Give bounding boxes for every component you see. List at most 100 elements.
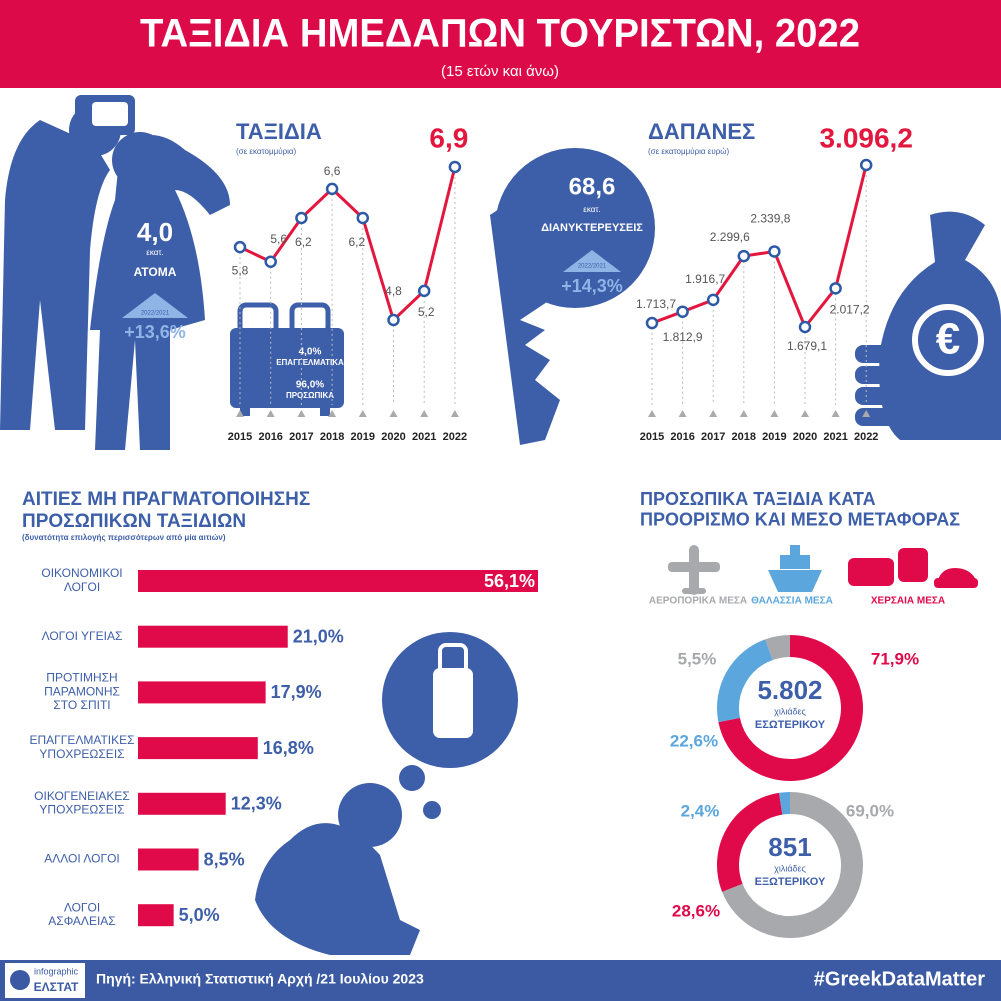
bar-category: ΛΟΓΟΙ ΑΣΦΑΛΕΙΑΣ — [48, 900, 115, 928]
donut-segment — [779, 792, 791, 815]
money-bag-icon-part — [855, 387, 910, 405]
tick-triangle — [297, 410, 306, 417]
bar — [138, 570, 538, 592]
tick-triangle — [358, 410, 367, 417]
money-bag-icon — [855, 211, 1001, 440]
x-tick-label: 2020 — [381, 431, 405, 443]
text-line: ΛΟΓΟΙ — [64, 900, 100, 914]
donut-value-label: 69,0% — [846, 801, 894, 820]
value-label: 4,8 — [385, 284, 402, 298]
land-icon-part — [934, 578, 978, 588]
euro-ring — [912, 304, 984, 376]
subtitle: (15 ετών και άνω) — [441, 63, 559, 80]
donut-segment — [765, 635, 791, 661]
point — [325, 182, 339, 196]
value-label: 2.299,6 — [710, 230, 750, 244]
plane-icon-part — [682, 588, 706, 594]
suitcase-icon-part — [230, 328, 290, 408]
ship-icon-part — [768, 570, 822, 592]
text-line: ΣΤΟ ΣΠΙΤΙ — [53, 698, 110, 712]
bar-value-label: 12,3% — [231, 794, 282, 814]
donut-value-label: 2,4% — [681, 801, 720, 820]
transport-title: ΠΡΟΣΩΠΙΚΑ ΤΑΞΙΔΙΑ ΚΑΤΑ ΠΡΟΟΡΙΣΜΟ ΚΑΙ ΜΕΣΟ… — [640, 489, 960, 530]
x-tick-label: 2017 — [701, 431, 725, 443]
bar-value-label: 17,9% — [271, 682, 322, 702]
donut-segment — [722, 792, 863, 938]
x-tick-label: 2017 — [289, 431, 313, 443]
nights-label: ΔΙΑΝΥΚΤΕΡΕΥΣΕΙΣ — [541, 222, 643, 234]
ship-icon-part — [780, 555, 810, 569]
reasons-subtitle: (δυνατότητα επιλογής περισσότερων από μί… — [22, 533, 226, 542]
sad-person-icon-part — [255, 823, 420, 955]
nights-value: 68,6 — [569, 173, 616, 200]
suitcase-icon-part — [289, 302, 331, 336]
bubble-suitcase-handle — [438, 643, 468, 675]
point — [417, 284, 431, 298]
title: ΤΑΞΙΔΙΑ ΗΜΕΔΑΠΩΝ ΤΟΥΡΙΣΤΩΝ, 2022 — [140, 12, 860, 56]
camera-screen — [92, 102, 128, 126]
bar-category: ΠΡΟΤΙΜΗΣΗ ΠΑΡΑΜΟΝΗΣ ΣΤΟ ΣΠΙΤΙ — [44, 671, 120, 713]
donut-segment — [718, 635, 863, 781]
value-label-highlight: 6,9 — [429, 122, 468, 153]
bar — [138, 625, 288, 648]
bar — [138, 904, 174, 927]
donut-center-value: 851 — [768, 832, 811, 862]
nights-period: 2022/2021 — [578, 264, 607, 270]
point — [356, 211, 370, 225]
personal-value: 96,0% — [296, 380, 324, 391]
sad-person-icon — [255, 783, 420, 955]
donut-segment — [717, 639, 774, 723]
point — [829, 282, 842, 295]
value-label: 5,2 — [418, 305, 435, 319]
tick-triangle — [801, 410, 809, 417]
people-change: +13,6% — [124, 322, 186, 342]
tick-triangle — [709, 410, 718, 417]
x-tick-label: 2021 — [412, 431, 436, 443]
bar-category: ΕΠΑΓΓΕΛΜΑΤΙΚΕΣ ΥΠΟΧΡΕΩΣΕΙΣ — [29, 733, 134, 761]
suitcase-icon-part — [276, 328, 344, 408]
point — [706, 293, 720, 307]
people-up-arrow — [122, 293, 188, 318]
bar-value-label: 21,0% — [293, 626, 344, 646]
text-line: ΥΠΟΧΡΕΩΣΕΙΣ — [39, 747, 124, 761]
tick-triangle — [678, 410, 687, 417]
suitcase-icon-part — [320, 408, 330, 416]
business-value: 4,0% — [299, 347, 322, 358]
tick-triangle — [739, 410, 748, 417]
text-line: ΠΑΡΑΜΟΝΗΣ — [44, 685, 120, 699]
text-line: ΛΟΓΟΙ — [64, 580, 100, 594]
tick-triangle — [770, 410, 779, 417]
plane-icon — [668, 545, 720, 595]
value-label: 1.916,7 — [685, 272, 725, 286]
text-line: ΟΙΚΟΓΕΝΕΙΑΚΕΣ — [34, 789, 130, 803]
footer-logo-bottom: ΕΛΣΤΑΤ — [34, 980, 79, 994]
land-icon-part — [898, 548, 928, 582]
donut-value-label: 5,5% — [678, 649, 717, 668]
legend-label: ΑΕΡΟΠΟΡΙΚΑ ΜΕΣΑ — [649, 596, 747, 607]
legend-label: ΘΑΛΑΣΣΙΑ ΜΕΣΑ — [751, 596, 833, 607]
land-icon — [848, 548, 978, 588]
tick-triangle — [389, 410, 398, 417]
tick-triangle — [831, 410, 840, 417]
money-bag-icon-part — [855, 366, 910, 384]
sad-person-icon-part — [338, 783, 402, 847]
tick-triangle — [862, 410, 871, 417]
text-line: ΥΠΟΧΡΕΩΣΕΙΣ — [39, 803, 124, 817]
text-line: ΠΡΟΣΩΠΙΚΩΝ ΤΑΞΙΔΙΩΝ — [22, 511, 246, 532]
line-chart-subtitle: (σε εκατομμύρια) — [236, 147, 297, 156]
reasons-title: ΑΙΤΙΕΣ ΜΗ ΠΡΑΓΜΑΤΟΠΟΙΗΣΗΣ ΠΡΟΣΩΠΙΚΩΝ ΤΑΞΙ… — [22, 489, 310, 532]
value-label: 6,2 — [348, 235, 365, 249]
value-label: 5,8 — [232, 263, 249, 277]
point — [448, 160, 462, 174]
tick-triangle — [420, 410, 429, 417]
text-line: ΠΡΟΟΡΙΣΜΟ ΚΑΙ ΜΕΣΟ ΜΕΤΑΦΟΡΑΣ — [640, 509, 960, 529]
people-icon-part — [0, 120, 110, 430]
header-band — [0, 0, 1001, 88]
money-bag-icon-part — [855, 408, 910, 426]
x-tick-label: 2022 — [854, 431, 878, 443]
donut-center-label: ΕΣΩΤΕΡΙΚΟΥ — [755, 719, 826, 731]
suitcase-icon-part — [240, 408, 250, 416]
